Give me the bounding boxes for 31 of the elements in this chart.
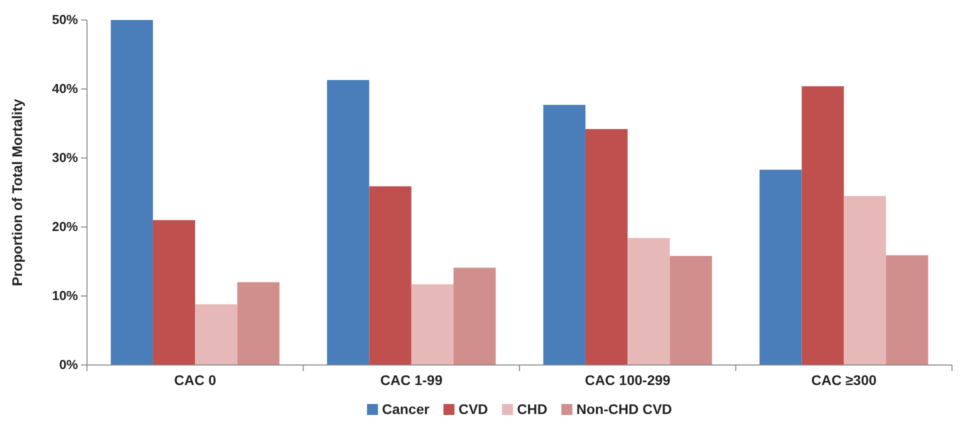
legend-label: CVD <box>458 401 488 417</box>
bar <box>195 304 238 365</box>
x-tick-label: CAC 1-99 <box>380 372 443 388</box>
bar <box>454 268 496 365</box>
bar <box>237 282 280 365</box>
y-axis-title: Proportion of Total Mortality <box>9 98 25 286</box>
y-tick-label: 50% <box>52 12 78 28</box>
bar <box>152 220 196 365</box>
bar <box>110 20 153 365</box>
bar <box>886 255 928 365</box>
x-tick-label: CAC ≥300 <box>811 372 877 388</box>
bar <box>670 256 712 365</box>
legend-label: Cancer <box>382 401 430 417</box>
legend-label: CHD <box>517 401 548 417</box>
x-tick-label: CAC 100-299 <box>584 372 671 388</box>
bar <box>543 104 586 365</box>
x-tick-label: CAC 0 <box>174 372 216 388</box>
bar <box>327 80 370 365</box>
bar <box>844 196 886 365</box>
bar <box>760 170 802 365</box>
bar <box>628 238 670 365</box>
y-tick-label: 20% <box>52 219 78 234</box>
y-tick-label: 30% <box>52 150 78 166</box>
y-tick-label: 0% <box>59 357 78 372</box>
bar <box>411 284 454 365</box>
legend-label: Non-CHD CVD <box>576 401 672 417</box>
bar <box>802 86 844 365</box>
y-tick-label: 10% <box>52 288 78 304</box>
bar <box>585 129 628 365</box>
y-tick-label: 40% <box>52 81 78 96</box>
bar <box>369 186 412 365</box>
